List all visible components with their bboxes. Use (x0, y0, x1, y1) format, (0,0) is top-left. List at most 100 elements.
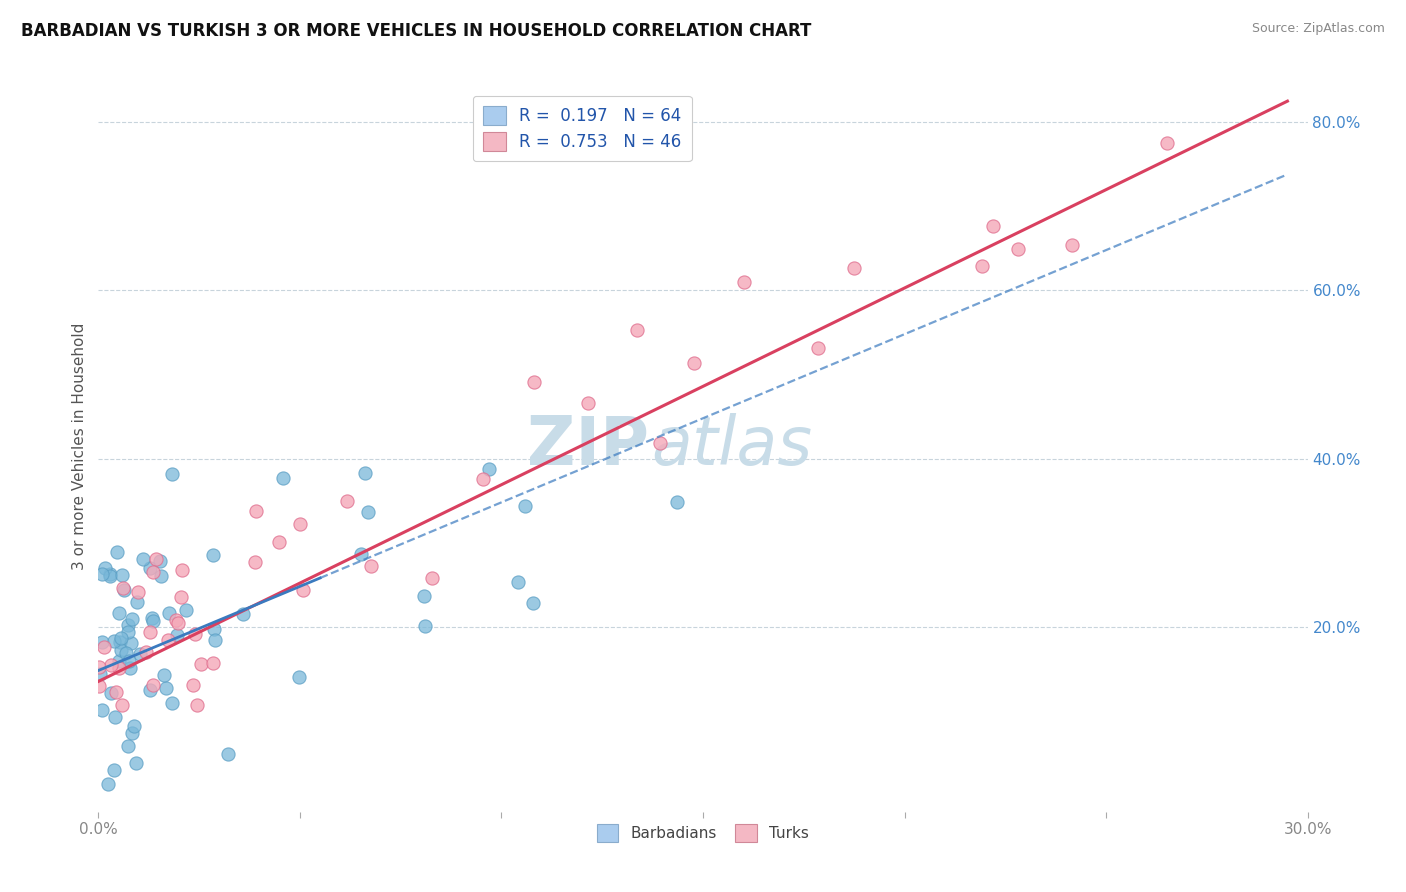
Point (972, 259, 994, 273)
Point (121, 726, 143, 740)
Text: Source: ZipAtlas.com: Source: ZipAtlas.com (1251, 22, 1385, 36)
Point (170, 563, 193, 577)
Point (162, 467, 184, 482)
Point (292, 582, 315, 597)
Point (94, 561, 117, 575)
Point (127, 584, 149, 599)
Point (683, 356, 706, 370)
Point (108, 661, 131, 675)
Point (145, 551, 167, 566)
Point (357, 506, 380, 520)
Text: BARBADIAN VS TURKISH 3 OR MORE VEHICLES IN HOUSEHOLD CORRELATION CHART: BARBADIAN VS TURKISH 3 OR MORE VEHICLES … (21, 22, 811, 40)
Point (108, 654, 131, 668)
Point (160, 697, 183, 711)
Point (111, 698, 134, 713)
Point (100, 658, 122, 673)
Point (665, 495, 688, 509)
Point (1156, 136, 1178, 151)
Point (139, 561, 162, 575)
Point (120, 636, 142, 650)
Point (186, 698, 208, 713)
Point (578, 396, 600, 410)
Point (506, 574, 529, 589)
Point (112, 583, 135, 598)
Point (165, 613, 187, 627)
Point (115, 647, 138, 661)
Point (522, 596, 544, 610)
Point (89, 667, 111, 681)
Point (245, 504, 267, 518)
Point (110, 634, 132, 648)
Point (204, 622, 226, 636)
Point (204, 632, 226, 647)
Point (354, 466, 377, 480)
Point (125, 756, 148, 771)
Point (422, 571, 444, 585)
Point (981, 219, 1004, 233)
Point (87, 679, 110, 693)
Point (217, 747, 239, 762)
Point (121, 612, 143, 626)
Point (232, 607, 254, 621)
Point (190, 657, 212, 671)
Point (271, 471, 294, 485)
Text: atlas: atlas (651, 413, 813, 479)
Point (1060, 237, 1083, 252)
Point (142, 614, 165, 628)
Point (141, 611, 163, 625)
Point (91, 566, 114, 581)
Point (100, 686, 122, 700)
Legend: Barbadians, Turks: Barbadians, Turks (591, 818, 815, 848)
Point (117, 625, 139, 640)
Point (108, 606, 131, 620)
Point (523, 376, 546, 390)
Point (472, 472, 495, 486)
Point (733, 275, 755, 289)
Point (515, 500, 537, 514)
Point (87, 660, 110, 674)
Point (413, 590, 436, 604)
Point (350, 547, 373, 561)
Point (117, 618, 139, 632)
Point (166, 628, 188, 642)
Point (181, 678, 204, 692)
Point (117, 739, 139, 753)
Point (807, 341, 830, 355)
Point (288, 670, 311, 684)
Point (149, 554, 172, 568)
Point (110, 631, 132, 645)
Point (184, 626, 207, 640)
Point (336, 494, 359, 508)
Point (122, 719, 145, 733)
Point (139, 624, 162, 639)
Point (125, 595, 148, 609)
Point (288, 517, 311, 532)
Point (118, 655, 141, 669)
Y-axis label: 3 or more Vehicles in Household: 3 or more Vehicles in Household (72, 322, 87, 570)
Point (128, 647, 150, 661)
Point (104, 710, 127, 724)
Point (142, 566, 165, 580)
Point (110, 567, 132, 582)
Point (138, 682, 160, 697)
Point (90, 703, 112, 717)
Point (135, 645, 157, 659)
Point (626, 323, 648, 337)
Point (118, 660, 141, 674)
Point (103, 633, 125, 648)
Point (155, 681, 177, 696)
Point (103, 763, 125, 777)
Point (201, 549, 224, 563)
Point (413, 618, 436, 632)
Point (98, 569, 121, 583)
Point (360, 559, 382, 574)
Point (132, 551, 155, 566)
Point (111, 581, 134, 595)
Point (157, 607, 180, 621)
Point (149, 569, 172, 583)
Point (156, 632, 179, 647)
Point (245, 555, 267, 569)
Point (110, 643, 132, 657)
Point (650, 436, 672, 450)
Point (167, 615, 190, 630)
